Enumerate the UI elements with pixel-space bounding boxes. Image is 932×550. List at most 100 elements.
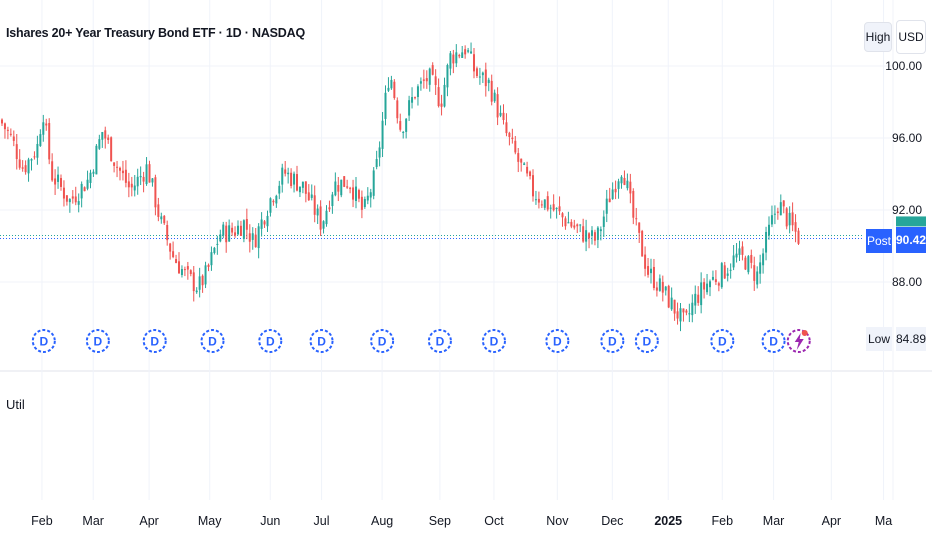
candle-body	[195, 290, 198, 293]
candle-body	[779, 202, 782, 216]
candle-body	[614, 188, 617, 193]
candle-body	[661, 281, 664, 293]
candle-body	[24, 165, 27, 173]
x-tick-label: Mar	[82, 514, 104, 528]
x-tick-label: Feb	[712, 514, 734, 528]
candle-body	[626, 180, 629, 189]
candle-body	[555, 207, 558, 210]
x-tick-label: Aug	[371, 514, 393, 528]
candle-body	[381, 120, 384, 149]
candle-body	[756, 271, 759, 285]
candle-body	[765, 231, 768, 253]
candle-body	[428, 68, 431, 85]
candle-body	[116, 166, 119, 168]
candle-body	[275, 195, 278, 204]
candle-body	[440, 103, 443, 107]
candle-body	[113, 162, 116, 166]
dividend-marker-ring	[142, 329, 167, 353]
candle-body	[641, 231, 644, 257]
candle-body	[629, 181, 632, 194]
candle-body	[720, 263, 723, 288]
dividend-marker[interactable]: D	[634, 329, 659, 353]
notification-dot	[801, 330, 808, 336]
dividend-marker-letter: D	[608, 335, 617, 349]
dividend-marker[interactable]: D	[545, 329, 570, 353]
candle-body	[148, 164, 151, 183]
x-tick-label: Apr	[822, 514, 841, 528]
high-price-button[interactable]: High	[864, 22, 892, 52]
dividend-marker[interactable]: D	[481, 329, 506, 353]
y-tick-label: 100.00	[885, 59, 922, 73]
dividend-marker[interactable]: D	[31, 329, 56, 353]
dividend-marker-letter: D	[436, 335, 445, 349]
candle-body	[331, 194, 334, 207]
x-tick-label: 2025	[654, 514, 682, 528]
candle-body	[405, 118, 408, 132]
candle-body	[726, 273, 729, 276]
candle-body	[399, 121, 402, 130]
candle-body	[369, 192, 372, 198]
candle-body	[183, 269, 186, 271]
candle-body	[213, 247, 216, 253]
candle-body	[375, 159, 378, 167]
candle-body	[160, 216, 163, 220]
dividend-marker[interactable]: D	[427, 329, 452, 353]
candle-body	[346, 186, 349, 188]
dividend-marker-ring	[258, 329, 283, 353]
candle-body	[650, 268, 652, 274]
candle-body	[697, 294, 700, 303]
candle-body	[717, 283, 720, 286]
dividend-marker-ring	[600, 329, 625, 353]
candle-body	[596, 227, 599, 240]
candle-body	[419, 81, 422, 84]
candle-body	[136, 176, 139, 187]
candle-body	[517, 153, 520, 162]
candle-body	[414, 97, 416, 99]
candle-body	[425, 78, 428, 82]
split-marker[interactable]	[786, 329, 811, 353]
candle-body	[505, 122, 508, 134]
dividend-marker[interactable]: D	[309, 329, 334, 353]
candle-body	[378, 147, 381, 158]
candle-body	[18, 159, 21, 168]
candle-body	[304, 181, 307, 194]
dividend-marker[interactable]: D	[600, 329, 625, 353]
candle-body	[431, 65, 434, 75]
candle-body	[192, 272, 195, 292]
dividend-marker[interactable]: D	[370, 329, 395, 353]
candle-body	[673, 299, 676, 314]
candle-body	[776, 211, 779, 213]
candle-body	[86, 179, 89, 189]
candle-body	[585, 230, 588, 242]
dividend-marker[interactable]: D	[761, 329, 786, 353]
dividend-marker[interactable]: D	[200, 329, 225, 353]
candle-body	[496, 94, 499, 118]
candle-body	[635, 218, 638, 220]
candle-body	[493, 92, 496, 102]
dividend-marker[interactable]: D	[710, 329, 735, 353]
dividend-marker[interactable]: D	[258, 329, 283, 353]
candle-body	[355, 186, 357, 202]
dividend-marker[interactable]: D	[85, 329, 110, 353]
dividend-marker-ring	[370, 329, 395, 353]
candle-body	[735, 253, 738, 258]
candle-body	[794, 222, 797, 232]
currency-button[interactable]: USD	[896, 20, 926, 54]
dividend-marker[interactable]: D	[142, 329, 167, 353]
dividend-marker-ring	[761, 329, 786, 353]
candle-body	[402, 131, 405, 133]
candle-body	[490, 80, 493, 102]
candle-body	[561, 213, 564, 218]
candle-body	[797, 230, 800, 244]
candle-body	[33, 156, 36, 158]
candle-body	[1, 119, 3, 124]
candle-body	[499, 112, 502, 116]
candle-body	[744, 257, 747, 270]
candle-body	[139, 175, 142, 178]
x-tick-label: May	[198, 514, 222, 528]
dividend-marker-ring	[31, 329, 56, 353]
candle-body	[620, 176, 623, 184]
candle-body	[39, 134, 42, 146]
candle-body	[785, 208, 788, 227]
